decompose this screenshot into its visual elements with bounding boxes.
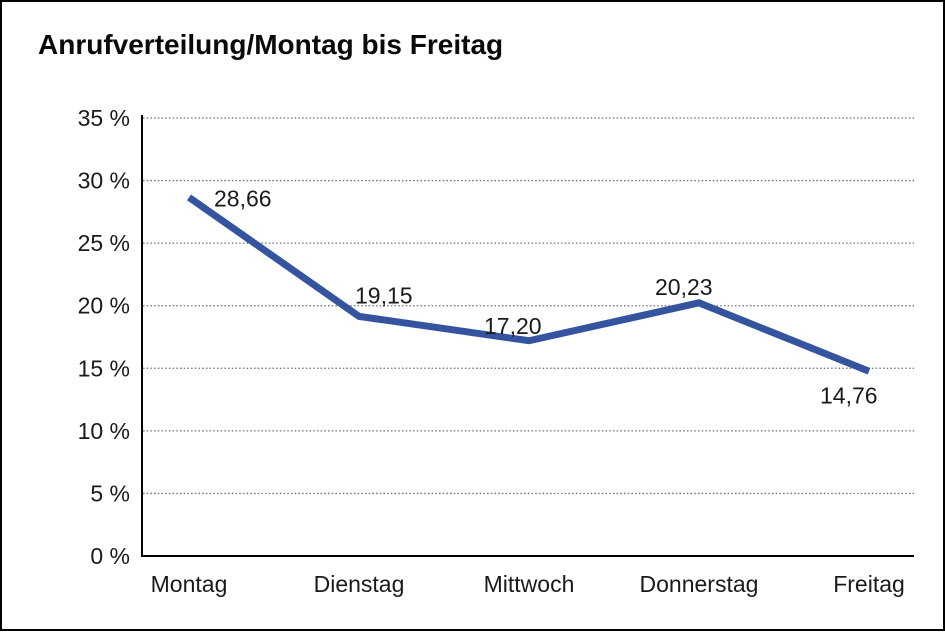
y-tick-label: 25 % (78, 230, 130, 256)
chart-title: Anrufverteilung/Montag bis Freitag (38, 29, 504, 60)
data-value-label: 28,66 (214, 185, 272, 211)
y-tick-label: 35 % (78, 105, 130, 131)
y-tick-label: 10 % (78, 418, 130, 444)
data-value-label: 17,20 (484, 313, 542, 339)
data-value-label: 19,15 (355, 282, 413, 308)
y-tick-label: 5 % (90, 480, 130, 506)
data-value-label: 20,23 (655, 274, 713, 300)
series-line (186, 194, 871, 375)
x-category-label: Montag (151, 571, 228, 597)
x-category-label: Donnerstag (640, 571, 759, 597)
y-tick-label: 20 % (78, 293, 130, 319)
x-category-label: Freitag (833, 571, 905, 597)
data-value-label: 14,76 (820, 382, 878, 408)
y-tick-label: 15 % (78, 355, 130, 381)
y-tick-label: 0 % (90, 543, 130, 569)
x-category-label: Mittwoch (484, 571, 575, 597)
y-tick-label: 30 % (78, 168, 130, 194)
axis-lines (141, 115, 914, 557)
x-category-label: Dienstag (314, 571, 405, 597)
